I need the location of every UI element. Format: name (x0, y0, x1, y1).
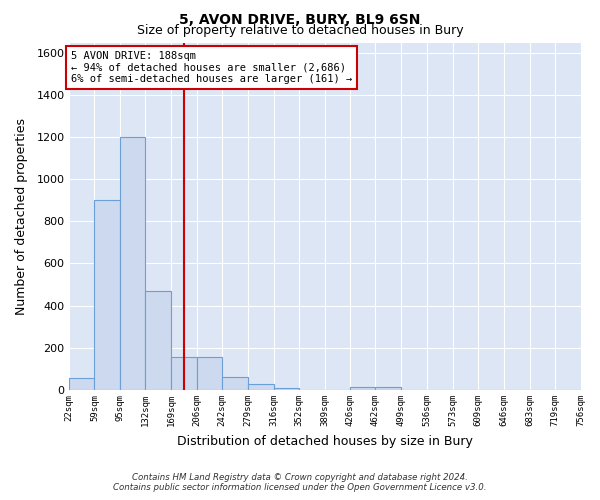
Bar (222, 377, 248, 390)
Bar (119, 137, 145, 390)
Bar (171, 357, 197, 390)
Text: 5 AVON DRIVE: 188sqm
← 94% of detached houses are smaller (2,686)
6% of semi-det: 5 AVON DRIVE: 188sqm ← 94% of detached h… (71, 51, 352, 84)
Text: 5, AVON DRIVE, BURY, BL9 6SN: 5, AVON DRIVE, BURY, BL9 6SN (179, 12, 421, 26)
Text: Contains HM Land Registry data © Crown copyright and database right 2024.
Contai: Contains HM Land Registry data © Crown c… (113, 473, 487, 492)
Bar (350, 386, 376, 390)
Bar (94, 200, 119, 390)
Bar (274, 388, 299, 390)
Bar (248, 384, 274, 390)
Bar (197, 357, 222, 390)
Bar (145, 291, 171, 390)
X-axis label: Distribution of detached houses by size in Bury: Distribution of detached houses by size … (176, 434, 473, 448)
Bar (68, 378, 94, 390)
Bar (376, 386, 401, 390)
Text: Size of property relative to detached houses in Bury: Size of property relative to detached ho… (137, 24, 463, 37)
Y-axis label: Number of detached properties: Number of detached properties (15, 118, 28, 314)
